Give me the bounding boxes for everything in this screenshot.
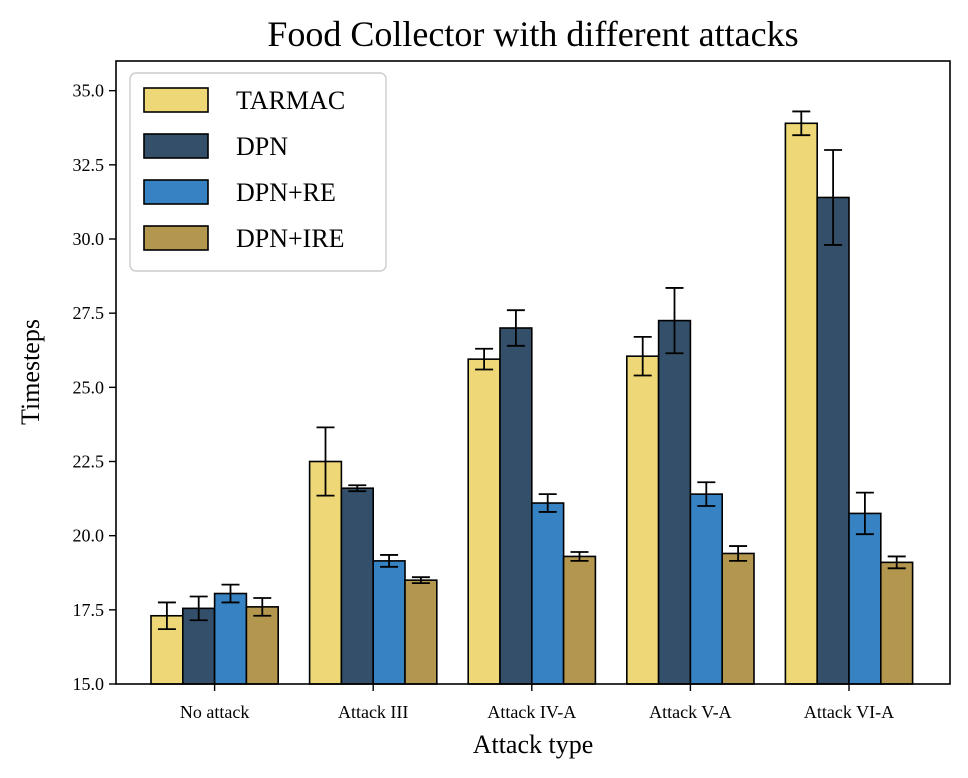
bar xyxy=(848,512,882,685)
legend-label: DPN+IRE xyxy=(236,224,345,253)
error-bars-group xyxy=(157,110,906,631)
plot-frame xyxy=(115,60,951,685)
y-tick-label: 20.0 xyxy=(73,526,105,546)
legend: TARMAC DPN DPN+RE DPN+IRE xyxy=(129,72,387,272)
y-tick-label: 17.5 xyxy=(73,600,105,620)
y-tick-label: 15.0 xyxy=(73,674,105,694)
bar xyxy=(879,561,914,685)
bar xyxy=(816,196,850,685)
legend-label: TARMAC xyxy=(236,86,345,115)
legend-swatch xyxy=(143,87,209,113)
chart-title: Food Collector with different attacks xyxy=(267,14,798,54)
bar xyxy=(657,319,692,685)
bar xyxy=(784,122,819,685)
y-tick-label: 32.5 xyxy=(73,155,105,175)
bar xyxy=(721,552,755,685)
legend-swatch xyxy=(143,179,209,205)
bar xyxy=(562,555,597,685)
legend-swatch xyxy=(143,225,209,251)
bar xyxy=(689,493,724,685)
y-tick-label: 35.0 xyxy=(73,81,105,101)
bar xyxy=(499,327,533,685)
y-axis-label: Timesteps xyxy=(16,319,45,425)
x-axis: No attack Attack III Attack IV-A Attack V-A… xyxy=(180,684,894,722)
legend-swatch xyxy=(143,133,209,159)
legend-frame xyxy=(129,72,387,272)
x-tick-label: Attack IV-A xyxy=(487,702,576,722)
y-tick-label: 25.0 xyxy=(73,377,105,397)
legend-label: DPN xyxy=(236,132,288,161)
bar xyxy=(372,560,406,685)
bar xyxy=(213,592,248,685)
y-tick-label: 27.5 xyxy=(73,303,105,323)
y-tick-label: 22.5 xyxy=(73,452,105,472)
bar xyxy=(467,358,501,685)
legend-label: DPN+RE xyxy=(236,178,336,207)
bar xyxy=(245,606,279,685)
x-tick-label: Attack V-A xyxy=(649,702,732,722)
bar xyxy=(530,502,565,685)
y-axis: 15.0 17.5 20.0 22.5 25.0 27.5 30.0 32.5 35.0 xyxy=(73,81,116,694)
x-tick-label: Attack III xyxy=(338,702,408,722)
bar xyxy=(340,487,374,685)
x-axis-label: Attack type xyxy=(473,730,594,759)
bar xyxy=(404,579,438,685)
x-tick-label: No attack xyxy=(180,702,249,722)
y-tick-label: 30.0 xyxy=(73,229,105,249)
bar xyxy=(625,355,660,685)
bar xyxy=(308,460,343,685)
x-tick-label: Attack VI-A xyxy=(804,702,894,722)
